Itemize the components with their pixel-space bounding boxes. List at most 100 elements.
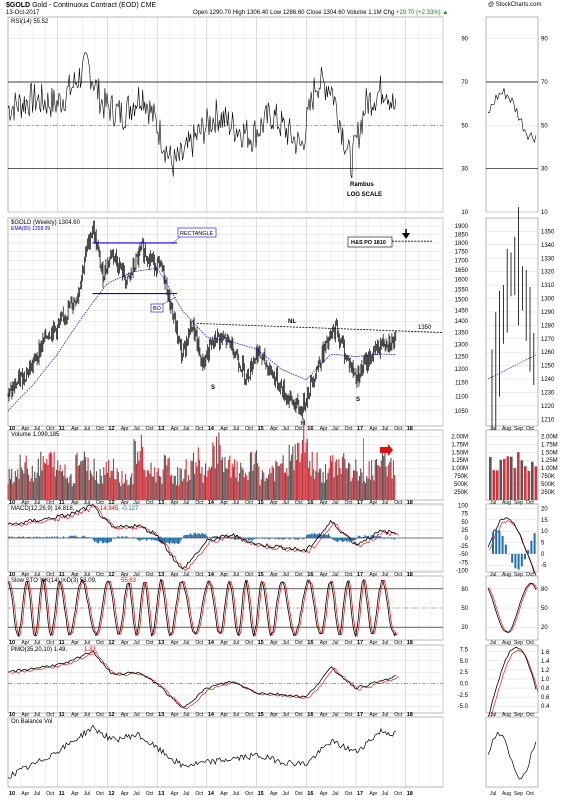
neckline xyxy=(196,323,444,333)
x-month-label: Jul xyxy=(183,500,189,506)
macd-hist-bar xyxy=(391,538,393,539)
x-year-label: 15 xyxy=(258,500,264,506)
volume-bar xyxy=(148,470,150,500)
volume-bar xyxy=(181,481,184,500)
volume-bar xyxy=(53,451,55,500)
volume-bar xyxy=(283,472,285,500)
volume-bar xyxy=(145,476,147,500)
price-tick-label: 1050 xyxy=(455,409,469,415)
macd-hist-bar xyxy=(264,538,266,540)
volume-bar xyxy=(337,475,339,500)
x-month-label: Jul xyxy=(282,572,288,578)
volume-bar xyxy=(165,455,167,500)
x-side-month-label: Jul xyxy=(490,712,496,718)
macd-hist-bar xyxy=(198,533,200,538)
x-month-label: Jul xyxy=(133,426,139,432)
macd-hist-bar xyxy=(331,538,334,540)
x-month-label: Apr xyxy=(270,500,278,506)
volume-bar xyxy=(231,463,233,500)
macd-hist-bar xyxy=(238,538,240,540)
x-month-label: Jul xyxy=(332,712,338,718)
sto-side-tick-label: 80 xyxy=(541,587,548,593)
volume-bar xyxy=(75,455,77,500)
volume-bar xyxy=(117,471,119,500)
volume-bar xyxy=(375,458,377,500)
volume-bar xyxy=(383,456,385,500)
x-month-label: Jul xyxy=(84,640,90,646)
volume-bar xyxy=(293,470,295,500)
macd-hist-bar xyxy=(303,538,305,540)
x-month-label: Jul xyxy=(282,712,288,718)
x-year-label: 11 xyxy=(59,572,65,578)
up-arrow-icon: ▲ xyxy=(442,10,449,16)
macd-hist-bar xyxy=(100,538,102,542)
volume-bar xyxy=(76,452,78,500)
side-macd-hist-bar xyxy=(498,530,501,554)
volume-bar xyxy=(24,462,26,500)
volume-bar xyxy=(35,477,37,500)
volume-bar xyxy=(59,464,61,500)
macd-hist-bar xyxy=(75,536,78,538)
volume-bar xyxy=(18,478,20,500)
macd-hist-bar xyxy=(39,537,41,538)
volume-bar xyxy=(392,460,394,500)
volume-bar xyxy=(299,462,301,500)
volume-bar xyxy=(356,471,358,500)
x-month-label: Oct xyxy=(96,712,104,718)
macd-hist-bar xyxy=(374,535,376,538)
macd-hist-bar xyxy=(188,534,190,538)
x-year-label: 16 xyxy=(307,426,313,432)
macd-hist-bar xyxy=(352,538,354,541)
volume-bar xyxy=(225,468,227,500)
x-month-label: Apr xyxy=(171,426,179,432)
volume-bar xyxy=(142,446,144,500)
volume-bar xyxy=(70,473,72,500)
macd-hist-bar xyxy=(121,536,123,538)
macd-hist-bar xyxy=(35,536,38,538)
pmo-side-tick-label: 0.4 xyxy=(541,704,550,710)
x-month-label: Jul xyxy=(233,791,239,797)
log-scale-annotation: LOG SCALE xyxy=(347,192,382,198)
x-year-label: 15 xyxy=(258,791,264,797)
volume-bar xyxy=(93,458,95,500)
x-month-label: Jul xyxy=(84,500,90,506)
x-month-label: Apr xyxy=(270,572,278,578)
macd-hist-bar xyxy=(136,538,138,540)
side-volume-bar xyxy=(534,466,538,500)
volume-bar xyxy=(292,446,294,500)
x-month-label: Oct xyxy=(46,500,54,506)
volume-bar xyxy=(172,483,174,500)
volume-bar xyxy=(377,465,379,500)
macd-hist-bar xyxy=(84,537,87,538)
price-tick-label: 1450 xyxy=(455,308,469,314)
volume-bar xyxy=(236,461,238,500)
macd-hist-bar xyxy=(324,534,326,538)
volume-side-tick-label: 500K xyxy=(541,482,555,488)
macd-hist-bar xyxy=(159,538,162,543)
volume-bar xyxy=(11,469,13,500)
price-side-tick-label: 1210 xyxy=(541,417,555,423)
macd-hist-bar xyxy=(74,535,76,538)
x-year-label: 10 xyxy=(9,712,15,718)
macd-hist-bar xyxy=(224,536,226,538)
volume-bar xyxy=(34,471,36,500)
macd-hist-bar xyxy=(153,538,155,541)
volume-bar xyxy=(135,463,138,500)
x-month-label: Jul xyxy=(133,712,139,718)
volume-bar xyxy=(168,457,170,500)
volume-bar xyxy=(133,439,135,500)
x-month-label: Oct xyxy=(46,426,54,432)
macd-hist-bar xyxy=(346,538,348,542)
macd-hist-bar xyxy=(28,536,30,538)
price-side-tick-label: 1290 xyxy=(541,310,555,316)
x-month-label: Jul xyxy=(183,791,189,797)
macd-hist-bar xyxy=(357,535,359,538)
volume-bar xyxy=(127,485,129,500)
x-month-label: Jul xyxy=(34,500,40,506)
chg-value: +29.70 (+2.33%) xyxy=(395,10,441,16)
x-year-label: 14 xyxy=(208,426,215,432)
macd-tick-label: 50 xyxy=(461,520,468,526)
watermark: @ StockCharts.com xyxy=(488,2,542,8)
macd-hist-bar xyxy=(378,536,380,538)
x-month-label: Jul xyxy=(84,426,90,432)
